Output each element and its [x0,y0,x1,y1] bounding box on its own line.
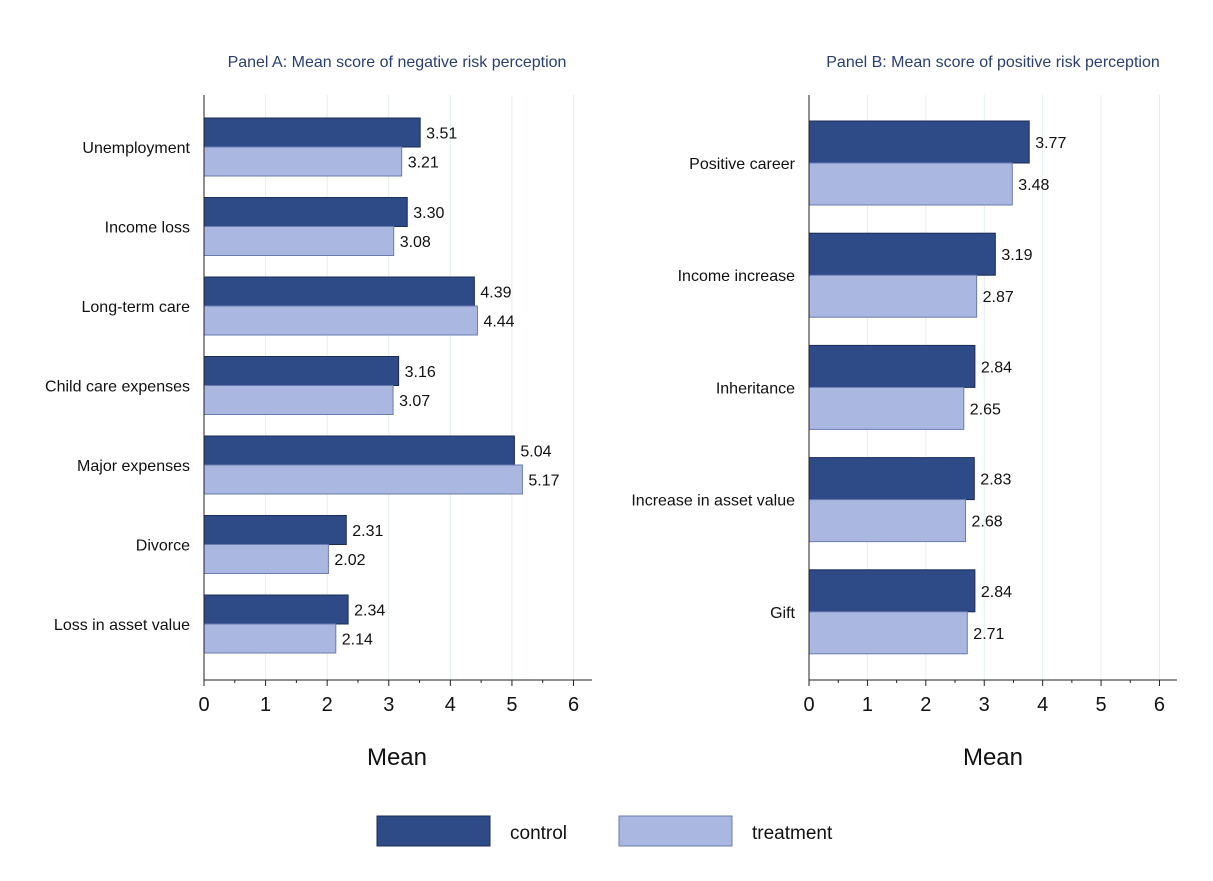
panel-b-x-tick-label-1: 1 [862,694,873,716]
panel-a-bar-control-3 [203,356,400,386]
panel-b-bar-control-3 [808,457,975,501]
panel-a-axes: 0 1 2 3 4 5 6 [198,95,592,716]
panel-a-value-label-control-1: 3.30 [413,205,444,222]
legend-label-control: control [510,823,567,844]
panel-a-x-tick-label-6: 6 [568,694,579,716]
panel-a-title: Panel A: Mean score of negative risk per… [228,54,567,71]
panel-a-category-label-2: Long-term care [82,299,191,316]
panel-b-bars: 3.77 3.48 Positive career 3.19 2.87 Income in… [631,120,1066,655]
panel-a-bar-treatment-1 [203,226,395,256]
panel-b-x-tick-label-5: 5 [1096,694,1107,716]
panel-a-bar-control-4 [203,435,515,466]
panel-a-value-label-control-0: 3.51 [426,126,457,143]
panel-b-bar-treatment-4 [808,611,968,655]
panel-b-value-label-treatment-0: 3.48 [1018,177,1049,194]
panel-a-value-label-control-4: 5.04 [520,444,551,461]
legend-swatch-treatment [618,815,733,847]
panel-a-x-tick-label-0: 0 [198,694,209,716]
panel-b-value-label-treatment-3: 2.68 [972,514,1003,531]
panel-a-x-tick-label-3: 3 [383,694,394,716]
panel-b-value-label-control-0: 3.77 [1035,135,1066,152]
panel-b-value-label-control-1: 3.19 [1001,247,1032,264]
panel-a-x-tick-label-1: 1 [260,694,271,716]
panel-a-category-label-1: Income loss [105,220,190,237]
panel-a-bar-control-6 [203,594,349,625]
panel-a-category-label-5: Divorce [136,538,190,555]
legend: control treatment [376,815,833,847]
panel-a-bar-treatment-0 [203,146,403,177]
panel-a-bar-treatment-2 [203,305,478,336]
panel-b-bar-treatment-1 [808,274,978,318]
panel-a-value-label-control-3: 3.16 [405,364,436,381]
panel-a-x-axis-title: Mean [367,744,427,771]
panel-b-axes: 0 1 2 3 4 5 6 [803,95,1177,716]
panel-b-category-label-2: Inheritance [716,380,795,397]
panel-a-value-label-treatment-6: 2.14 [342,632,373,649]
panel-b-value-label-control-4: 2.84 [981,584,1012,601]
panel-a: Panel A: Mean score of negative risk per… [45,54,592,771]
panel-a-category-label-3: Child care expenses [45,379,190,396]
panel-a-x-tick-label-2: 2 [322,694,333,716]
panel-b-bar-control-4 [808,569,976,613]
panel-b: Panel B: Mean score of positive risk per… [631,54,1177,771]
panel-a-category-label-6: Loss in asset value [54,617,190,634]
panel-a-bar-treatment-6 [203,623,337,654]
panel-b-category-label-4: Gift [770,605,795,622]
panel-b-value-label-control-3: 2.83 [980,472,1011,489]
panel-a-value-label-treatment-1: 3.08 [400,234,431,251]
panel-a-value-label-control-2: 4.39 [480,285,511,302]
panel-a-bar-treatment-4 [203,464,523,495]
panel-b-bar-control-0 [808,120,1030,164]
panel-b-category-label-0: Positive career [689,156,795,173]
panel-a-bars: 3.51 3.21 Unemployment 3.30 3.08 Income loss 4… [45,117,560,654]
panel-a-bar-control-2 [203,276,475,307]
legend-label-treatment: treatment [752,823,833,844]
panel-b-x-tick-label-4: 4 [1037,694,1048,716]
panel-a-bar-control-0 [203,117,421,148]
panel-b-title: Panel B: Mean score of positive risk per… [826,54,1160,71]
panel-a-value-label-treatment-2: 4.44 [483,314,514,331]
panel-b-x-tick-label-6: 6 [1154,694,1165,716]
panel-b-bar-treatment-3 [808,499,967,543]
panel-a-bar-treatment-5 [203,544,329,574]
panel-b-value-label-treatment-1: 2.87 [983,289,1014,306]
panel-b-value-label-treatment-2: 2.65 [970,401,1001,418]
panel-a-category-label-0: Unemployment [82,140,190,157]
panel-b-bar-control-1 [808,232,996,276]
panel-b-bar-treatment-2 [808,386,965,430]
panel-a-bar-control-5 [203,515,347,545]
panel-b-value-label-control-2: 2.84 [981,359,1012,376]
panel-b-x-tick-label-2: 2 [920,694,931,716]
panel-b-x-axis-title: Mean [963,744,1023,771]
legend-swatch-control [376,815,491,847]
panel-b-category-label-1: Income increase [678,268,795,285]
panel-b-x-tick-label-0: 0 [803,694,814,716]
panel-a-x-tick-label-5: 5 [506,694,517,716]
panel-a-value-label-treatment-5: 2.02 [334,552,365,569]
panel-a-category-label-4: Major expenses [77,458,190,475]
panel-a-x-tick-label-4: 4 [445,694,456,716]
panel-a-value-label-treatment-4: 5.17 [528,473,559,490]
panel-b-x-tick-label-3: 3 [979,694,990,716]
panel-b-value-label-treatment-4: 2.71 [973,626,1004,643]
panel-a-value-label-control-6: 2.34 [354,603,385,620]
panel-a-value-label-treatment-3: 3.07 [399,393,430,410]
panel-a-value-label-treatment-0: 3.21 [408,155,439,172]
panel-b-bar-control-2 [808,344,976,388]
panel-a-bar-treatment-3 [203,385,394,415]
panel-a-bar-control-1 [203,197,408,227]
panel-a-value-label-control-5: 2.31 [352,523,383,540]
panel-b-category-label-3: Increase in asset value [631,493,795,510]
panel-b-bar-treatment-0 [808,162,1013,206]
